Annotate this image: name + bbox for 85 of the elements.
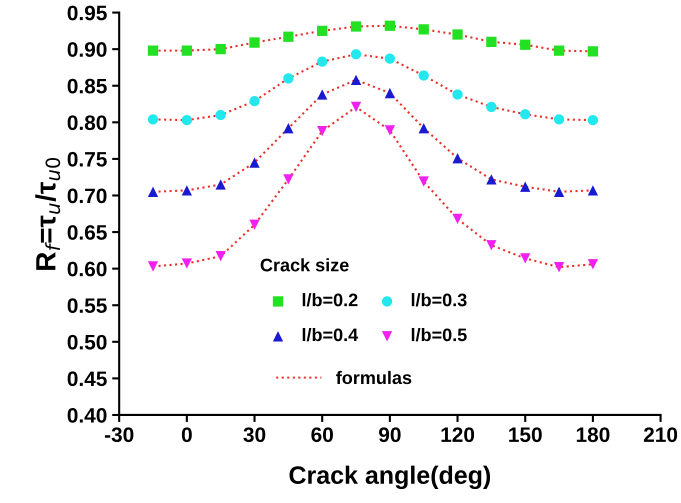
point	[520, 109, 530, 120]
point	[249, 96, 260, 106]
point	[452, 214, 463, 224]
x-tick-label: 60	[311, 427, 333, 442]
x-tick-label: 210	[644, 427, 678, 442]
y-tick-label: 0.60	[68, 262, 107, 276]
x-tick-label: 30	[243, 427, 266, 442]
point	[588, 259, 598, 270]
point	[148, 186, 158, 197]
point	[452, 89, 463, 100]
x-axis-title: Crack angle(deg)	[289, 466, 490, 490]
legend-label: l/b=0.4	[302, 328, 358, 342]
y-tick-label: 0.85	[68, 78, 107, 94]
point	[283, 174, 294, 185]
y-tick-label: 0.95	[68, 6, 107, 20]
y-tick-label: 0.55	[68, 298, 107, 313]
point	[384, 20, 396, 31]
point	[452, 153, 463, 164]
point	[182, 258, 192, 269]
point	[418, 176, 429, 187]
point	[588, 46, 598, 56]
point	[317, 56, 328, 67]
y-axis-title: R$_{f}$=τ$_{u}$/τ$_{u0}$	[35, 158, 60, 270]
legend-label: l/b=0.3	[412, 293, 467, 307]
point	[384, 88, 396, 98]
point	[182, 185, 192, 196]
x-tick-label: 0	[182, 427, 192, 442]
point	[249, 220, 260, 230]
y-tick-label: 0.80	[68, 115, 107, 130]
point	[182, 114, 192, 126]
point	[216, 179, 226, 190]
legend-title: Crack size	[260, 258, 349, 272]
y-tick-label: 0.40	[68, 408, 107, 423]
point	[554, 45, 564, 56]
y-tick-label: 0.70	[68, 188, 107, 204]
point	[486, 240, 497, 250]
x-tick-label: 120	[441, 427, 474, 442]
y-tick-label: 0.90	[68, 42, 107, 57]
point	[249, 37, 260, 48]
x-tick-label: 90	[379, 427, 401, 442]
point	[350, 21, 362, 32]
y-tick-label: 0.65	[68, 225, 107, 240]
x-tick-label: -30	[104, 427, 134, 442]
point	[350, 49, 362, 60]
point	[588, 114, 598, 126]
point	[216, 251, 226, 262]
point	[216, 110, 226, 120]
y-tick-label: 0.75	[68, 152, 107, 167]
y-tick-label: 0.45	[68, 371, 107, 386]
point	[486, 36, 497, 47]
point	[317, 126, 328, 136]
point	[283, 32, 294, 42]
point	[148, 114, 158, 125]
point	[249, 157, 260, 168]
point	[317, 26, 328, 36]
legend-label: l/b=0.5	[412, 328, 467, 342]
point	[554, 186, 564, 197]
point	[283, 73, 294, 84]
point	[350, 102, 362, 112]
point	[182, 45, 192, 56]
point	[350, 74, 362, 86]
point	[384, 125, 396, 136]
point	[554, 114, 564, 125]
point	[588, 185, 598, 196]
point	[554, 262, 564, 272]
point	[520, 182, 530, 192]
legend-label: formulas	[336, 370, 412, 384]
point	[520, 40, 530, 50]
point	[148, 261, 158, 272]
x-tick-label: 180	[576, 427, 610, 442]
x-tick-label: 150	[509, 427, 542, 442]
point	[384, 54, 396, 64]
legend-label: l/b=0.2	[302, 293, 358, 307]
point	[148, 45, 158, 56]
point	[452, 29, 463, 40]
point	[317, 89, 328, 100]
point	[486, 102, 497, 112]
point	[283, 123, 294, 134]
point	[486, 174, 497, 185]
point	[418, 123, 429, 134]
point	[418, 70, 429, 81]
point	[418, 24, 429, 35]
y-tick-label: 0.50	[68, 334, 107, 350]
point	[216, 44, 226, 54]
point	[520, 253, 530, 264]
